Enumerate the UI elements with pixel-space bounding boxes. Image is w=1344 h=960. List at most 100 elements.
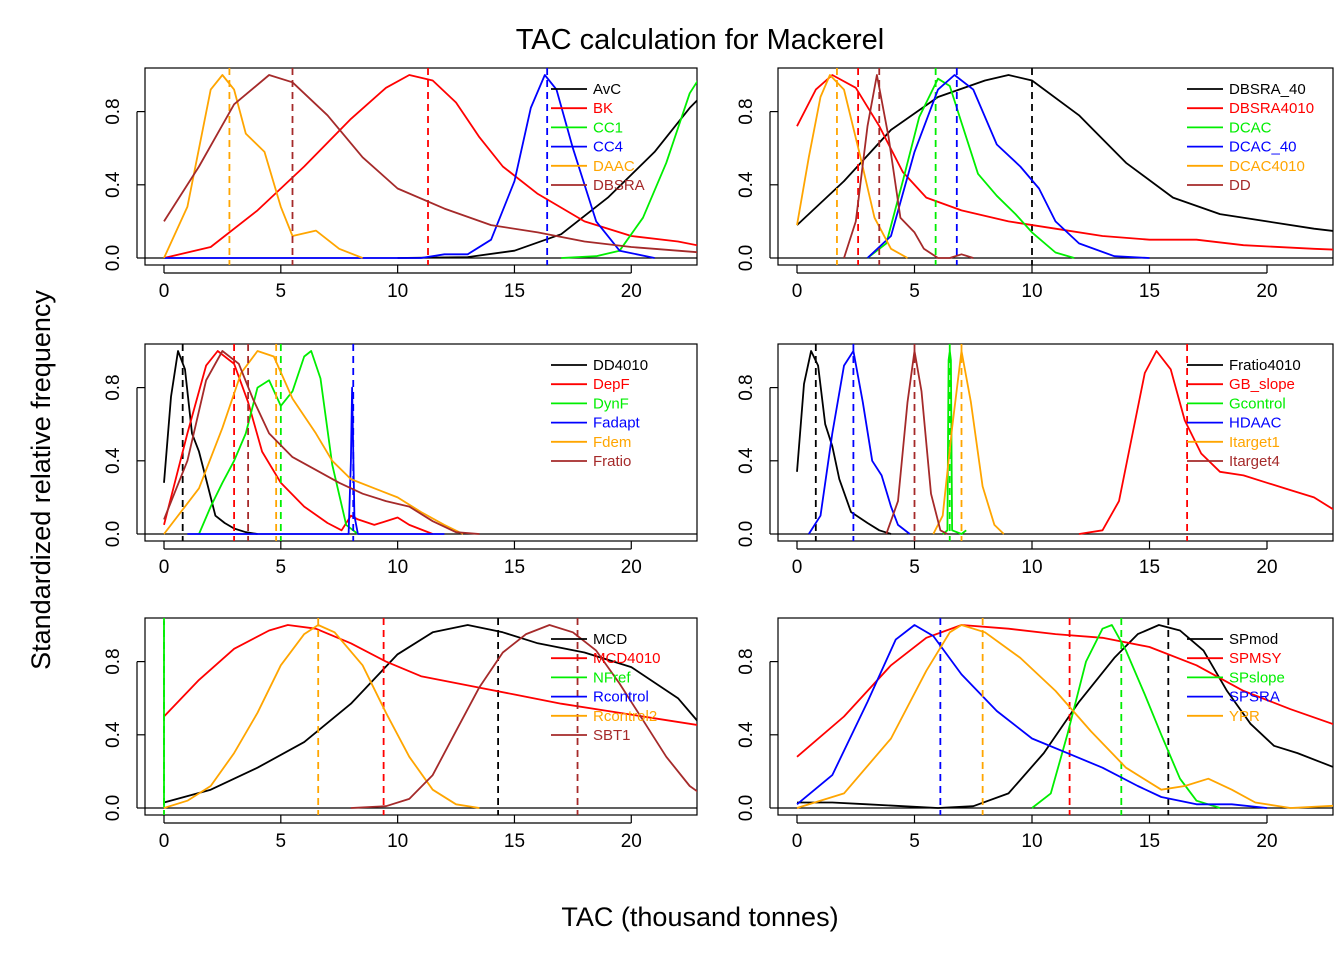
panel-5: 0 5 10 15 20 0.0 0.4 0.8 MCD MCD4010 NFref Rcontrol… bbox=[103, 617, 698, 852]
legend: MCD MCD4010 NFref Rcontrol Rcontrol2 SBT1 bbox=[551, 631, 661, 744]
y-tick-label: 0.8 bbox=[736, 374, 757, 400]
y-tick-label: 0.8 bbox=[103, 98, 124, 124]
plot-frame bbox=[144, 617, 698, 816]
legend-label-SPslope: SPslope bbox=[1229, 669, 1285, 686]
y-tick-label: 0.8 bbox=[103, 648, 124, 674]
series-line-Fadapt bbox=[187, 386, 445, 535]
y-tick-label: 0.0 bbox=[736, 521, 757, 547]
x-tick-label: 15 bbox=[1139, 557, 1160, 578]
legend-label-AvC: AvC bbox=[593, 81, 621, 98]
x-tick-label: 15 bbox=[1139, 831, 1160, 852]
legend-label-MCD: MCD bbox=[593, 631, 627, 648]
plot-frame bbox=[777, 343, 1334, 542]
series-line-SPMSY bbox=[796, 624, 1333, 758]
x-tick-label: 5 bbox=[909, 281, 920, 302]
legend: AvC BK CC1 CC4 DAAC DBSRA bbox=[551, 81, 645, 194]
y-tick-label: 0.4 bbox=[103, 721, 124, 748]
y-tick-label: 0.8 bbox=[736, 98, 757, 124]
series-layer bbox=[796, 618, 1333, 815]
legend: SPmod SPMSY SPslope SPSRA YPR bbox=[1187, 631, 1285, 725]
y-tick-label: 0.0 bbox=[103, 521, 124, 547]
series-line-DCAC_40 bbox=[866, 74, 1150, 259]
series-layer bbox=[796, 344, 1333, 541]
x-tick-label: 5 bbox=[909, 831, 920, 852]
x-tick-label: 20 bbox=[1256, 557, 1277, 578]
legend-label-DBSRA4010: DBSRA4010 bbox=[1229, 100, 1314, 117]
y-tick-label: 0.4 bbox=[103, 447, 124, 474]
series-line-Fratio4010 bbox=[796, 350, 892, 535]
panel-1: 0 5 10 15 20 0.0 0.4 0.8 AvC BK CC1 CC4 DAAC DBSRA bbox=[103, 67, 698, 302]
y-tick-label: 0.4 bbox=[736, 721, 757, 748]
plot-frame bbox=[144, 343, 698, 542]
legend: DBSRA_40 DBSRA4010 DCAC DCAC_40 DCAC4010 DD bbox=[1187, 81, 1314, 194]
y-tick-label: 0.4 bbox=[736, 447, 757, 474]
y-tick-label: 0.4 bbox=[103, 171, 124, 198]
x-tick-label: 0 bbox=[159, 831, 170, 852]
x-tick-label: 10 bbox=[1021, 281, 1042, 302]
series-line-Rcontrol2 bbox=[163, 624, 480, 809]
x-tick-label: 20 bbox=[1256, 831, 1277, 852]
x-tick-label: 15 bbox=[504, 281, 525, 302]
legend-label-Itarget4: Itarget4 bbox=[1229, 453, 1280, 470]
y-tick-label: 0.8 bbox=[736, 648, 757, 674]
legend-label-CC4: CC4 bbox=[593, 139, 623, 156]
panel-2: 0 5 10 15 20 0.0 0.4 0.8 DBSRA_40 DBSRA4010 DCAC DC… bbox=[736, 67, 1334, 302]
series-line-SBT1 bbox=[350, 624, 697, 809]
series-line-CC4 bbox=[164, 74, 655, 259]
series-line-Fratio bbox=[163, 350, 480, 535]
legend-label-NFref: NFref bbox=[593, 669, 631, 686]
panel-4: 0 5 10 15 20 0.0 0.4 0.8 Fratio4010 GB_slope Gcont… bbox=[736, 343, 1334, 578]
legend-label-Itarget1: Itarget1 bbox=[1229, 434, 1280, 451]
legend-label-DCAC: DCAC bbox=[1229, 119, 1272, 136]
series-line-MCD4010 bbox=[163, 624, 697, 726]
y-tick-label: 0.0 bbox=[736, 795, 757, 821]
series-line-Gcontrol bbox=[942, 350, 967, 535]
y-tick-label: 0.0 bbox=[103, 245, 124, 271]
legend-label-Rcontrol2: Rcontrol2 bbox=[593, 708, 657, 725]
series-line-SPslope bbox=[1031, 624, 1221, 809]
x-tick-label: 10 bbox=[387, 281, 408, 302]
series-line-DBSRA4010 bbox=[796, 74, 1333, 251]
legend-label-DBSRA_40: DBSRA_40 bbox=[1229, 81, 1306, 98]
series-line-HDAAC bbox=[808, 350, 911, 535]
panel-3: 0 5 10 15 20 0.0 0.4 0.8 DD4010 DepF DynF Fadapt Fde… bbox=[103, 343, 698, 578]
x-tick-label: 15 bbox=[504, 557, 525, 578]
series-line-AvC bbox=[397, 99, 697, 259]
series-line-DCAC bbox=[866, 77, 1075, 259]
legend-label-GB_slope: GB_slope bbox=[1229, 376, 1295, 393]
legend-label-SPMSY: SPMSY bbox=[1229, 650, 1282, 667]
series-line-CC1 bbox=[561, 80, 697, 259]
x-axis-label: TAC (thousand tonnes) bbox=[561, 902, 838, 932]
x-tick-label: 0 bbox=[159, 557, 170, 578]
series-line-GB_slope bbox=[1078, 350, 1333, 535]
x-tick-label: 5 bbox=[909, 557, 920, 578]
series-line-Itarget1 bbox=[932, 350, 1005, 535]
x-tick-label: 20 bbox=[621, 281, 642, 302]
plot-frame bbox=[777, 617, 1334, 816]
series-line-DBSRA_40 bbox=[796, 74, 1333, 232]
series-layer bbox=[796, 68, 1333, 265]
legend-label-CC1: CC1 bbox=[593, 119, 623, 136]
legend-label-MCD4010: MCD4010 bbox=[593, 650, 661, 667]
y-tick-label: 0.0 bbox=[103, 795, 124, 821]
legend-label-DynF: DynF bbox=[593, 395, 629, 412]
x-tick-label: 20 bbox=[621, 557, 642, 578]
legend-label-DCAC_40: DCAC_40 bbox=[1229, 139, 1297, 156]
panel-6: 0 5 10 15 20 0.0 0.4 0.8 SPmod SPMSY SPslope SPSRA Y… bbox=[736, 617, 1334, 852]
series-line-YPR bbox=[796, 624, 1333, 809]
legend-label-DBSRA: DBSRA bbox=[593, 177, 645, 194]
legend-label-Rcontrol: Rcontrol bbox=[593, 689, 649, 706]
x-tick-label: 0 bbox=[792, 557, 803, 578]
x-tick-label: 20 bbox=[621, 831, 642, 852]
legend-label-Fdem: Fdem bbox=[593, 434, 631, 451]
legend-label-BK: BK bbox=[593, 100, 613, 117]
series-line-DCAC4010 bbox=[796, 74, 908, 259]
legend-label-DD: DD bbox=[1229, 177, 1251, 194]
legend-label-SPmod: SPmod bbox=[1229, 631, 1278, 648]
legend-label-Gcontrol: Gcontrol bbox=[1229, 395, 1286, 412]
legend-label-SPSRA: SPSRA bbox=[1229, 689, 1280, 706]
legend: Fratio4010 GB_slope Gcontrol HDAAC Itarget1 I… bbox=[1187, 357, 1301, 470]
x-tick-label: 10 bbox=[1021, 831, 1042, 852]
series-line-DD bbox=[843, 74, 974, 259]
legend-label-DAAC: DAAC bbox=[593, 158, 635, 175]
